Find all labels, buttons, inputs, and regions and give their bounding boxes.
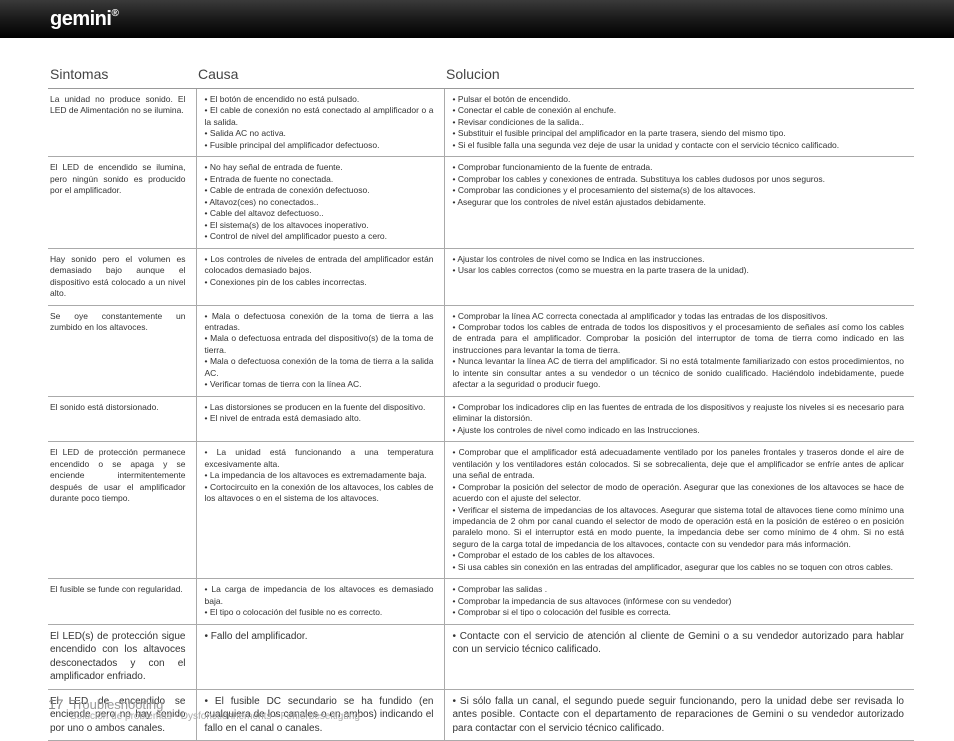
table-row: El sonido está distorsionado.• Las disto…	[48, 396, 914, 441]
cell-solucion: • Comprobar los indicadores clip en las …	[444, 396, 914, 441]
cell-sintomas: El LED(s) de protección sigue encendido …	[48, 624, 196, 689]
cell-sintomas: Hay sonido pero el volumen es demasiado …	[48, 248, 196, 305]
cell-causa: • Las distorsiones se producen en la fue…	[196, 396, 444, 441]
table-row: El LED de encendido se ilumina, pero nin…	[48, 157, 914, 248]
header-sintomas: Sintomas	[48, 66, 196, 89]
cell-sintomas: Se oye constantemente un zumbido en los …	[48, 305, 196, 396]
header-bar: gemini®	[0, 0, 954, 38]
table-row: Se oye constantemente un zumbido en los …	[48, 305, 914, 396]
brand-logo: gemini®	[50, 8, 118, 31]
content-area: Sintomas Causa Solucion La unidad no pro…	[0, 38, 954, 741]
cell-solucion: • Si sólo falla un canal, el segundo pue…	[444, 689, 914, 741]
cell-sintomas: El LED de encendido se ilumina, pero nin…	[48, 157, 196, 248]
cell-solucion: • Comprobar la línea AC correcta conecta…	[444, 305, 914, 396]
cell-causa: • Los controles de niveles de entrada de…	[196, 248, 444, 305]
footer-title: Troubleshooting	[71, 697, 164, 712]
cell-sintomas: El LED de protección permanece encendido…	[48, 442, 196, 579]
table-body: La unidad no produce sonido. El LED de A…	[48, 89, 914, 741]
footer-subtitle: Solución de problemas • Dysfonctionnemen…	[70, 711, 360, 722]
cell-causa: • Mala o defectuosa conexión de la toma …	[196, 305, 444, 396]
cell-causa: • No hay señal de entrada de fuente.• En…	[196, 157, 444, 248]
cell-solucion: • Comprobar las salidas .• Comprobar la …	[444, 579, 914, 624]
cell-solucion: • Ajustar los controles de nivel como se…	[444, 248, 914, 305]
table-row: El fusible se funde con regularidad.• La…	[48, 579, 914, 624]
page-footer: 17 Troubleshooting Solución de problemas…	[48, 696, 360, 722]
table-row: El LED de protección permanece encendido…	[48, 442, 914, 579]
table-header-row: Sintomas Causa Solucion	[48, 66, 914, 89]
cell-causa: • La carga de impedancia de los altavoce…	[196, 579, 444, 624]
cell-causa: • El botón de encendido no está pulsado.…	[196, 89, 444, 157]
cell-sintomas: La unidad no produce sonido. El LED de A…	[48, 89, 196, 157]
troubleshooting-table: Sintomas Causa Solucion La unidad no pro…	[48, 66, 914, 741]
table-row: La unidad no produce sonido. El LED de A…	[48, 89, 914, 157]
header-causa: Causa	[196, 66, 444, 89]
cell-solucion: • Comprobar funcionamiento de la fuente …	[444, 157, 914, 248]
cell-solucion: • Pulsar el botón de encendido.• Conecta…	[444, 89, 914, 157]
page-number: 17	[48, 696, 64, 712]
cell-solucion: • Comprobar que el amplificador está ade…	[444, 442, 914, 579]
header-solucion: Solucion	[444, 66, 914, 89]
table-row: Hay sonido pero el volumen es demasiado …	[48, 248, 914, 305]
cell-causa: • Fallo del amplificador.	[196, 624, 444, 689]
cell-causa: • La unidad está funcionando a una tempe…	[196, 442, 444, 579]
table-row: El LED(s) de protección sigue encendido …	[48, 624, 914, 689]
cell-sintomas: El sonido está distorsionado.	[48, 396, 196, 441]
cell-sintomas: El fusible se funde con regularidad.	[48, 579, 196, 624]
cell-solucion: • Contacte con el servicio de atención a…	[444, 624, 914, 689]
